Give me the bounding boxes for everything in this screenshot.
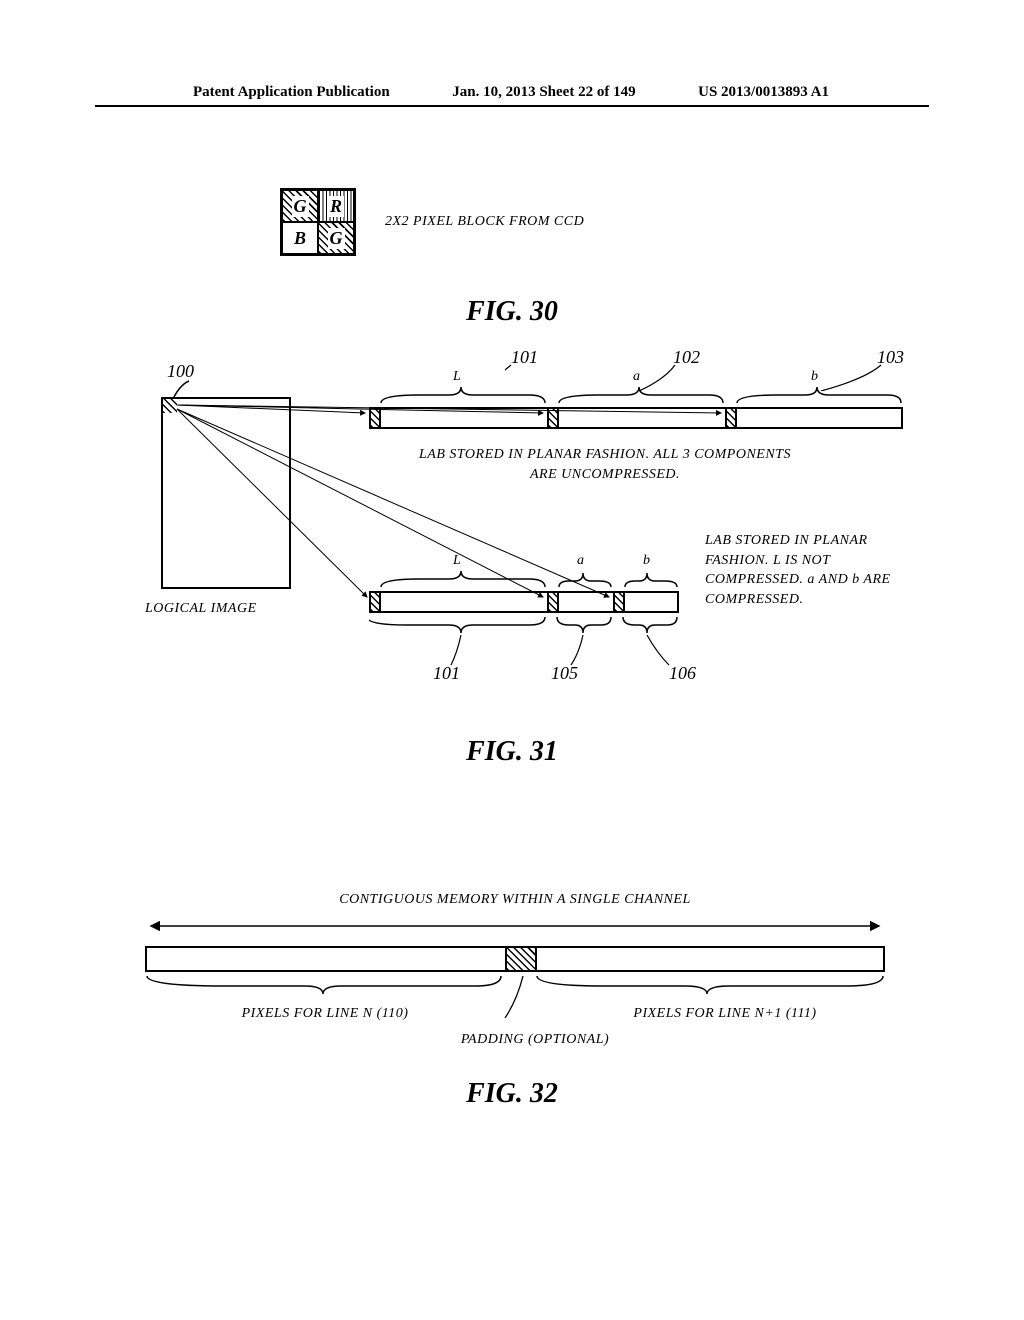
ref-102: 102 xyxy=(673,347,700,368)
fig32-label: FIG. 32 xyxy=(0,1078,1024,1110)
ref-105: 105 xyxy=(551,663,578,684)
seg-label-L-bot: L xyxy=(453,553,461,569)
ccd-cell-b: B xyxy=(282,222,318,254)
fig30-caption: 2X2 PIXEL BLOCK FROM CCD xyxy=(385,214,625,230)
fig31-bot-refs-arrows-icon xyxy=(369,635,699,675)
header-center: Jan. 10, 2013 Sheet 22 of 149 xyxy=(452,84,635,101)
ref-106: 106 xyxy=(669,663,696,684)
figure-31: 100 LOGICAL IMAGE L a b 101 102 103 LAB … xyxy=(145,355,915,785)
ref-103: 103 xyxy=(877,347,904,368)
figure-30: G R B G 2X2 PIXEL BLOCK FROM CCD xyxy=(280,188,356,256)
ccd-cell-g-tl: G xyxy=(282,190,318,222)
fig31-bot-braces-icon xyxy=(369,569,679,589)
page-header: Patent Application Publication Jan. 10, … xyxy=(95,84,929,107)
ccd-cell-r: R xyxy=(318,190,354,222)
ccd-cell-g-br: G xyxy=(318,222,354,254)
fig32-top-caption: CONTIGUOUS MEMORY WITHIN A SINGLE CHANNE… xyxy=(145,892,885,908)
padding-block xyxy=(505,946,537,972)
memory-bar xyxy=(145,946,885,972)
fig31-under-braces-icon xyxy=(369,617,679,637)
fig31-top-refs-arrows-icon xyxy=(505,363,905,391)
seg-label-a-bot: a xyxy=(577,553,585,569)
fig32-span-arrow-icon xyxy=(145,918,885,934)
seg-label-b-bot: b xyxy=(643,553,651,569)
header-left: Patent Application Publication xyxy=(193,84,390,101)
ref-101b: 101 xyxy=(433,663,460,684)
fig31-caption-2: LAB STORED IN PLANAR FASHION. L IS NOT C… xyxy=(705,531,925,609)
fig32-padding-arrow-icon xyxy=(495,976,555,1026)
fig31-label: FIG. 31 xyxy=(0,736,1024,768)
fig30-label: FIG. 30 xyxy=(0,296,1024,328)
ccd-pixel-block: G R B G xyxy=(280,188,356,256)
ref-101: 101 xyxy=(511,347,538,368)
fig32-padding-label: PADDING (OPTIONAL) xyxy=(435,1032,635,1048)
seg-label-L-top: L xyxy=(453,369,461,385)
fig32-right-label: PIXELS FOR LINE N+1 (111) xyxy=(585,1006,865,1022)
header-right: US 2013/0013893 A1 xyxy=(698,84,829,101)
fig32-left-label: PIXELS FOR LINE N (110) xyxy=(185,1006,465,1022)
